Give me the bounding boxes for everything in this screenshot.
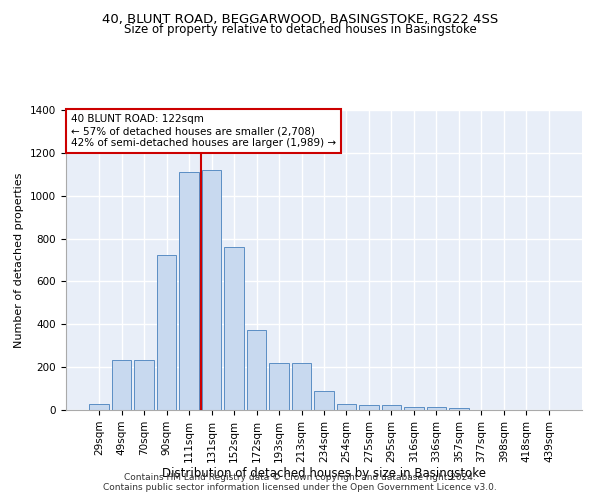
Bar (427, 408, 446, 410)
Bar (359, 404, 379, 410)
Bar (179, 172, 199, 410)
Bar (314, 390, 334, 410)
Bar (112, 360, 131, 410)
Text: Contains public sector information licensed under the Open Government Licence v3: Contains public sector information licen… (103, 484, 497, 492)
Bar (292, 363, 311, 410)
Bar (404, 406, 424, 410)
Text: 40 BLUNT ROAD: 122sqm
← 57% of detached houses are smaller (2,708)
42% of semi-d: 40 BLUNT ROAD: 122sqm ← 57% of detached … (71, 114, 336, 148)
Bar (337, 404, 356, 410)
Bar (224, 247, 244, 410)
Bar (449, 408, 469, 410)
Bar (247, 330, 266, 410)
Bar (157, 254, 176, 410)
Text: Size of property relative to detached houses in Basingstoke: Size of property relative to detached ho… (124, 22, 476, 36)
Text: 40, BLUNT ROAD, BEGGARWOOD, BASINGSTOKE, RG22 4SS: 40, BLUNT ROAD, BEGGARWOOD, BASINGSTOKE,… (102, 12, 498, 26)
X-axis label: Distribution of detached houses by size in Basingstoke: Distribution of detached houses by size … (162, 468, 486, 480)
Bar (269, 363, 289, 410)
Bar (89, 404, 109, 410)
Text: Contains HM Land Registry data © Crown copyright and database right 2024.: Contains HM Land Registry data © Crown c… (124, 474, 476, 482)
Bar (202, 170, 221, 410)
Bar (134, 360, 154, 410)
Y-axis label: Number of detached properties: Number of detached properties (14, 172, 25, 348)
Bar (382, 406, 401, 410)
